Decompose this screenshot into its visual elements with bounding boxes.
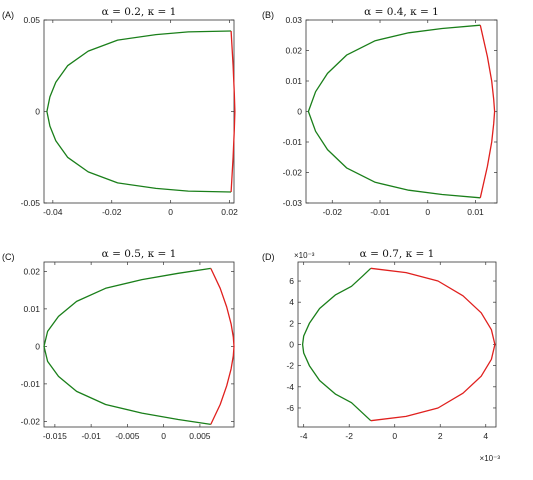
y-tick-label: 0.02	[23, 266, 40, 276]
y-tick-label: 0.01	[285, 76, 302, 86]
y-tick-label: -0.01	[21, 379, 41, 389]
panel-label: (C)	[2, 252, 15, 262]
y-tick-label: -4	[286, 382, 294, 392]
y-tick-label: -0.02	[21, 416, 41, 426]
y-tick-label: 0.02	[285, 46, 302, 56]
axes-box	[43, 261, 235, 428]
x-tick-label: -4	[300, 431, 308, 441]
x-tick-label: 0.005	[189, 431, 211, 441]
y-tick-label: 0	[35, 341, 40, 351]
series-line-green	[307, 24, 481, 199]
chart-title: α = 0.7, κ = 1	[360, 248, 435, 260]
axes-box	[297, 261, 497, 428]
x-tick-label: -0.02	[102, 207, 122, 217]
y-tick-label: 0.01	[23, 304, 40, 314]
x-tick-label: -0.015	[43, 431, 67, 441]
x-tick-label: -0.02	[323, 207, 343, 217]
y-tick-label: 4	[289, 297, 294, 307]
x-tick-label: 0	[392, 431, 397, 441]
x-exponent: ×10⁻³	[480, 454, 501, 463]
panel-label: (A)	[2, 10, 14, 20]
panel-label: (D)	[262, 252, 275, 262]
chart-title: α = 0.5, κ = 1	[102, 248, 177, 260]
y-tick-label: 0	[297, 107, 302, 117]
x-tick-label: -0.005	[115, 431, 139, 441]
series-line-red	[210, 268, 235, 425]
y-tick-label: 2	[289, 318, 294, 328]
x-tick-label: 0.01	[467, 207, 484, 217]
x-tick-label: -0.01	[370, 207, 390, 217]
x-tick-label: 0.02	[221, 207, 238, 217]
y-tick-label: -0.01	[283, 137, 303, 147]
chart-title: α = 0.2, κ = 1	[102, 6, 177, 18]
x-tick-label: -0.01	[81, 431, 101, 441]
y-tick-label: -0.03	[283, 198, 303, 208]
y-tick-label: -6	[286, 403, 294, 413]
axes-box	[305, 19, 498, 204]
x-tick-label: -2	[345, 431, 353, 441]
panel-label: (B)	[262, 10, 274, 20]
x-tick-label: 0	[425, 207, 430, 217]
x-tick-label: 4	[483, 431, 488, 441]
x-tick-label: 0	[161, 431, 166, 441]
series-line-green	[43, 267, 211, 426]
series-line-red	[370, 267, 496, 422]
y-tick-label: -0.02	[283, 168, 303, 178]
series-line-green	[46, 30, 232, 193]
x-tick-label: 2	[438, 431, 443, 441]
y-tick-label: 6	[289, 276, 294, 286]
y-tick-label: 0.05	[23, 15, 40, 25]
series-line-red	[479, 25, 496, 198]
series-line-green	[301, 267, 372, 422]
y-exponent: ×10⁻³	[294, 251, 315, 260]
series-line-red	[230, 30, 236, 193]
axes-box	[43, 19, 235, 204]
x-tick-label: -0.04	[43, 207, 63, 217]
x-tick-label: 0	[168, 207, 173, 217]
y-tick-label: -2	[286, 361, 294, 371]
y-tick-label: 0	[289, 340, 294, 350]
y-tick-label: 0	[35, 107, 40, 117]
chart-title: α = 0.4, κ = 1	[364, 6, 439, 18]
y-tick-label: 0.03	[285, 15, 302, 25]
y-tick-label: -0.05	[21, 198, 41, 208]
